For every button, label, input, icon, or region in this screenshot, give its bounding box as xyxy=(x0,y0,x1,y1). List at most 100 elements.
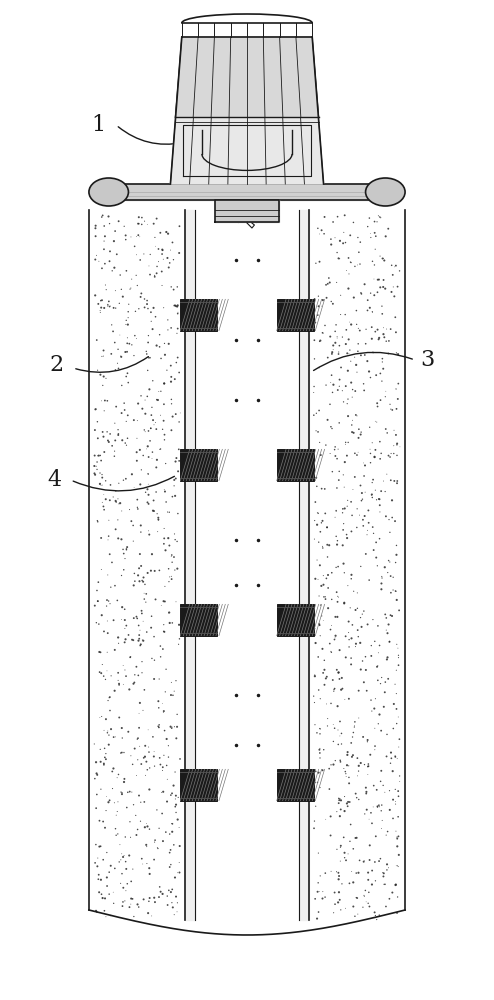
Point xyxy=(373,782,381,798)
Point xyxy=(96,367,104,383)
Point xyxy=(137,285,145,301)
Point xyxy=(385,891,393,907)
Point xyxy=(169,778,177,794)
Point xyxy=(342,322,350,338)
Point xyxy=(136,252,144,268)
Point xyxy=(149,412,157,428)
Point xyxy=(319,513,327,529)
Point xyxy=(100,502,108,518)
Point xyxy=(112,493,120,509)
Point xyxy=(115,854,123,870)
Point xyxy=(99,424,107,440)
Point xyxy=(158,784,165,800)
Point xyxy=(160,617,167,633)
Bar xyxy=(277,299,314,331)
Point xyxy=(381,606,389,622)
Point xyxy=(150,300,158,316)
Point xyxy=(321,889,329,905)
Point xyxy=(166,719,174,735)
Point xyxy=(96,447,104,463)
Point xyxy=(365,502,372,518)
Point xyxy=(96,465,104,481)
Point xyxy=(133,896,141,912)
Point xyxy=(311,351,319,367)
Point xyxy=(126,281,134,297)
Point xyxy=(126,649,134,665)
Point xyxy=(145,381,153,397)
Point xyxy=(127,891,135,907)
Point xyxy=(375,637,383,653)
Point xyxy=(156,339,164,355)
Point xyxy=(360,603,368,619)
Point xyxy=(396,774,404,790)
Point xyxy=(159,833,167,849)
Point xyxy=(370,271,378,287)
Point xyxy=(377,483,385,499)
Point xyxy=(328,367,335,383)
Point xyxy=(377,581,385,597)
Point xyxy=(349,841,357,857)
Point xyxy=(353,830,361,846)
Point xyxy=(123,541,130,557)
Point xyxy=(97,300,105,316)
Point xyxy=(394,889,402,905)
Point xyxy=(373,398,381,414)
Point xyxy=(371,720,379,736)
Point xyxy=(391,513,399,529)
Point xyxy=(107,721,115,737)
Point xyxy=(131,238,139,254)
Point xyxy=(336,233,344,249)
Point xyxy=(121,620,129,636)
Point xyxy=(343,530,351,546)
Point xyxy=(375,907,383,923)
Point xyxy=(362,662,370,678)
Point xyxy=(323,290,330,306)
Point xyxy=(381,876,389,892)
Point xyxy=(117,349,125,365)
Point xyxy=(334,250,342,266)
Point xyxy=(112,483,120,499)
Point xyxy=(348,389,356,405)
Point xyxy=(98,348,106,364)
Point xyxy=(145,258,153,274)
Point xyxy=(332,528,340,544)
Point xyxy=(369,253,376,269)
Point xyxy=(394,809,402,825)
Point xyxy=(136,813,144,829)
Point xyxy=(160,704,167,720)
Point xyxy=(148,650,156,666)
Point xyxy=(312,635,320,651)
Point xyxy=(353,600,361,616)
Point xyxy=(122,883,130,899)
Point xyxy=(104,693,112,709)
Point xyxy=(171,454,179,470)
Point xyxy=(359,518,367,534)
Point xyxy=(99,477,107,493)
Point xyxy=(146,433,154,449)
Point xyxy=(333,329,341,345)
Point xyxy=(371,691,379,707)
Point xyxy=(102,370,110,386)
Point xyxy=(364,895,372,911)
Point xyxy=(163,362,171,378)
Point xyxy=(162,494,170,510)
Point xyxy=(374,672,382,688)
Point xyxy=(112,807,120,823)
Point xyxy=(315,616,323,632)
Point xyxy=(96,476,104,492)
Point xyxy=(358,493,366,509)
Point xyxy=(115,475,123,491)
Point xyxy=(361,806,369,822)
Point xyxy=(132,807,140,823)
Point xyxy=(157,350,165,366)
Point xyxy=(321,662,329,678)
Point xyxy=(393,547,401,563)
Point xyxy=(169,899,177,915)
Bar xyxy=(180,769,217,801)
Point xyxy=(139,856,147,872)
Point xyxy=(174,463,182,479)
Point xyxy=(94,430,102,446)
Point xyxy=(318,481,326,497)
Point xyxy=(357,424,365,440)
Point xyxy=(348,424,356,440)
